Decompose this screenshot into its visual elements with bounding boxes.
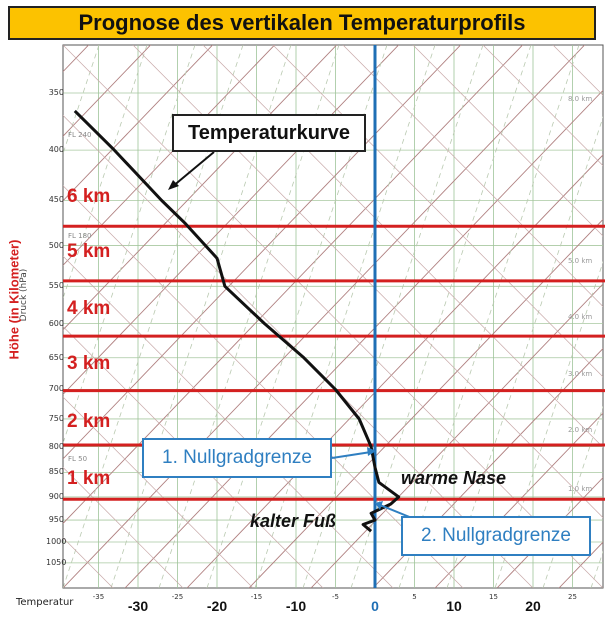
temperature-tick-label: 20 bbox=[525, 598, 541, 614]
moist-adiabat-line bbox=[63, 326, 324, 588]
pressure-tick-label: 400 bbox=[48, 145, 64, 155]
flight-level-50: FL 50 bbox=[68, 455, 88, 463]
label-kalter-fuss: kalter Fuß bbox=[250, 511, 337, 531]
arrow-null-2 bbox=[379, 504, 413, 519]
dry-adiabat-line bbox=[63, 45, 214, 202]
temperature-tick-label: -10 bbox=[285, 598, 307, 614]
pressure-tick-label: 850 bbox=[48, 467, 64, 477]
callout-nullgradgrenze-2: 2. Nullgradgrenze bbox=[401, 516, 591, 556]
temperature-tick-label-small: 15 bbox=[489, 593, 498, 601]
dry-adiabat-line bbox=[0, 5, 3, 588]
dry-adiabat-line bbox=[372, 347, 603, 588]
height-label-2km: 2 km bbox=[67, 411, 111, 432]
temperature-tick-label: -20 bbox=[206, 598, 228, 614]
pressure-tick-label: 600 bbox=[48, 318, 64, 328]
dry-adiabat-line bbox=[248, 218, 603, 588]
dry-adiabat-line bbox=[496, 476, 603, 588]
flight-level-180: FL 180 bbox=[68, 232, 92, 240]
temperature-tick-label-small: -25 bbox=[171, 593, 184, 601]
pressure-tick-label: 350 bbox=[48, 88, 64, 97]
moist-adiabat-line bbox=[63, 45, 603, 588]
temperature-tick-label-small: -15 bbox=[250, 593, 263, 601]
pressure-tick-label: 500 bbox=[48, 240, 64, 250]
flight-level-240: FL 240 bbox=[68, 131, 92, 139]
callout-temperaturkurve: Temperaturkurve bbox=[172, 114, 366, 152]
pressure-tick-label: 750 bbox=[48, 413, 64, 423]
dry-adiabat-line bbox=[63, 45, 400, 396]
pressure-tick-label: 1000 bbox=[46, 537, 67, 546]
height-label-3km: 3 km bbox=[67, 353, 111, 374]
moist-adiabat-line bbox=[63, 255, 394, 588]
arrowhead-null-1 bbox=[367, 447, 376, 456]
label-warme-nase: warme Nase bbox=[401, 468, 507, 488]
dry-adiabat-line bbox=[63, 45, 338, 331]
pressure-tick-label: 900 bbox=[48, 491, 64, 501]
dry-adiabat-line bbox=[310, 283, 603, 588]
x-axis-label: Temperatur bbox=[16, 597, 74, 608]
moist-adiabat-line bbox=[63, 114, 534, 588]
height-label-5km: 5 km bbox=[67, 241, 111, 262]
dry-adiabat-line bbox=[124, 89, 603, 588]
dry-adiabat-line bbox=[63, 45, 524, 525]
temperature-tick-label-small: -35 bbox=[92, 593, 105, 601]
temperature-tick-label-small: 25 bbox=[568, 593, 577, 601]
moist-adiabat-line bbox=[63, 185, 464, 588]
arrowhead-temperaturkurve bbox=[168, 180, 179, 190]
temperature-curve bbox=[73, 109, 401, 533]
pressure-tick-label: 700 bbox=[48, 384, 64, 394]
altitude-mark-3km: 3.0 km bbox=[568, 370, 593, 378]
altitude-mark-5km: 5.0 km bbox=[568, 257, 593, 265]
height-label-4km: 4 km bbox=[67, 298, 111, 319]
pressure-tick-label: 650 bbox=[48, 352, 64, 362]
altitude-mark-4km: 4.0 km bbox=[568, 313, 593, 321]
moist-adiabat-line bbox=[63, 466, 184, 588]
dry-adiabat-line bbox=[186, 154, 603, 588]
arrowhead-null-2 bbox=[375, 501, 383, 510]
moist-adiabat-line bbox=[412, 45, 603, 237]
pressure-tick-label: 950 bbox=[48, 515, 64, 525]
temperature-tick-label: -30 bbox=[127, 598, 149, 614]
temperature-tick-label-small: 5 bbox=[412, 593, 417, 601]
pressure-tick-label: 450 bbox=[48, 195, 64, 205]
dry-adiabat-line bbox=[434, 412, 603, 588]
altitude-mark-2km: 2.0 km bbox=[568, 426, 593, 434]
dry-adiabat-line bbox=[63, 45, 276, 266]
temperature-tick-label: 10 bbox=[446, 598, 462, 614]
temperature-tick-label: 0 bbox=[371, 598, 379, 614]
moist-adiabat-line bbox=[63, 396, 254, 588]
callout-nullgradgrenze-1: 1. Nullgradgrenze bbox=[142, 438, 332, 478]
moist-adiabat-line bbox=[482, 45, 603, 167]
dry-adiabat-line bbox=[63, 45, 462, 460]
height-label-6km: 6 km bbox=[67, 186, 111, 207]
altitude-mark-1km: 1.0 km bbox=[568, 485, 593, 493]
pressure-tick-label: 550 bbox=[48, 281, 64, 291]
temperature-tick-label-small: -5 bbox=[332, 593, 339, 601]
height-label-1km: 1 km bbox=[67, 468, 111, 489]
mixing-ratio-line bbox=[0, 45, 3, 588]
arrow-null-1 bbox=[331, 451, 372, 459]
pressure-tick-label: 1050 bbox=[46, 557, 67, 567]
y-axis-label-height: Höhe (in Kilometer) bbox=[6, 239, 22, 360]
dry-adiabat-line bbox=[63, 45, 152, 137]
pressure-tick-label: 800 bbox=[48, 441, 64, 451]
arrow-temperaturkurve bbox=[171, 151, 215, 188]
moist-adiabat-line bbox=[342, 45, 603, 307]
altitude-mark-8km: 8.0 km bbox=[568, 95, 593, 103]
chart-title: Prognose des vertikalen Temperaturprofil… bbox=[8, 6, 596, 40]
